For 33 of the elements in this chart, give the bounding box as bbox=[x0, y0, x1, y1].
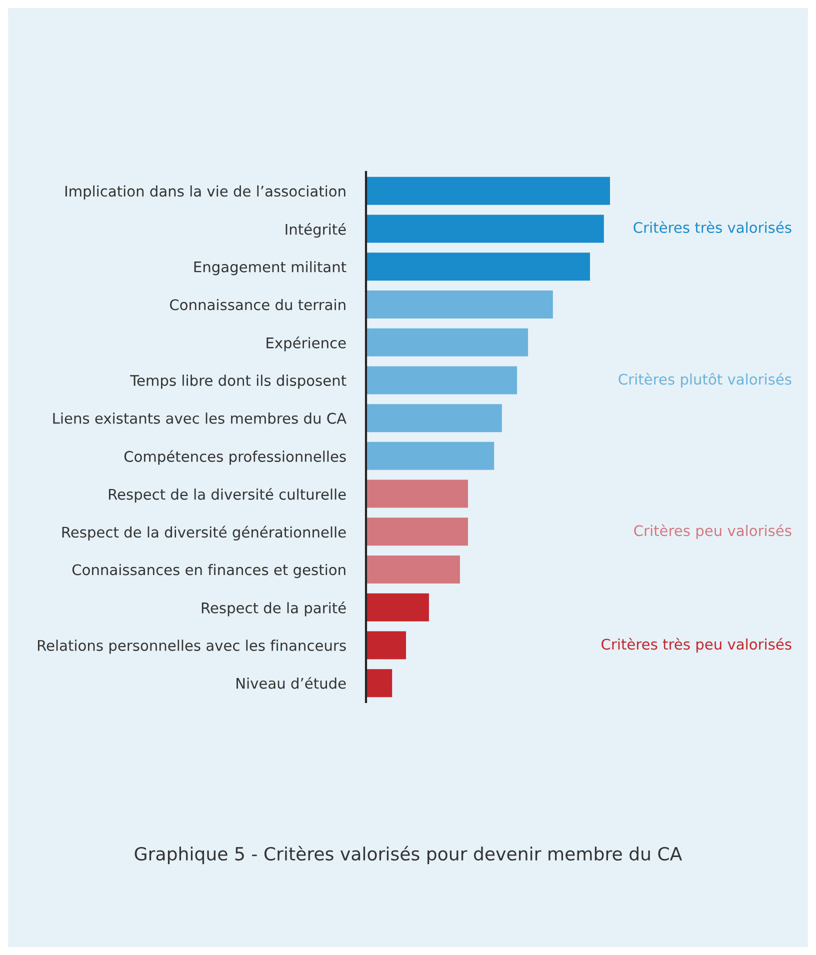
bar bbox=[366, 442, 494, 470]
y-tick-label: Engagement militant bbox=[194, 261, 346, 276]
y-tick-label: Connaissance du terrain bbox=[170, 298, 346, 310]
bar bbox=[366, 290, 553, 319]
y-tick-label: Intégrité bbox=[286, 222, 346, 238]
bar bbox=[366, 480, 468, 508]
bar bbox=[366, 593, 429, 622]
y-tick-label: Respect de la diversité générationnelle bbox=[62, 526, 346, 541]
text: Graphique 5 - Critères valorisés pour devenir membre du CA bbox=[134, 846, 682, 864]
bar bbox=[366, 328, 528, 356]
y-tick-label: Relations personnelles avec les financeurs bbox=[38, 640, 346, 654]
bar bbox=[366, 252, 590, 281]
y-tick-label: Expérience bbox=[266, 336, 346, 352]
bar bbox=[366, 555, 460, 584]
y-tick-label: Temps libre dont ils disposent bbox=[130, 374, 346, 389]
series-label: Critères très valorisés bbox=[634, 221, 792, 234]
y-tick-label: Liens existants avec les membres du CA bbox=[53, 412, 346, 424]
bar bbox=[366, 176, 610, 205]
y-tick-label: Connaissances en finances et gestion bbox=[72, 564, 346, 578]
bar bbox=[366, 669, 392, 698]
y-tick-label: Niveau d’étude bbox=[236, 676, 346, 689]
bar bbox=[366, 366, 518, 394]
y-tick-label: Implication dans la vie de l’association bbox=[65, 185, 346, 200]
bar bbox=[366, 404, 502, 432]
bar bbox=[366, 518, 468, 546]
text: Critères peu valorisés bbox=[634, 524, 792, 539]
text: Critères plutôt valorisés bbox=[618, 372, 792, 388]
y-tick-label: Respect de la parité bbox=[202, 602, 346, 616]
y-tick-label: Respect de la diversité culturelle bbox=[108, 488, 346, 503]
text: Critères très peu valorisés bbox=[602, 638, 792, 653]
y-tick-label: Compétences professionnelles bbox=[124, 450, 346, 465]
bar bbox=[366, 631, 406, 660]
bar bbox=[366, 214, 604, 243]
